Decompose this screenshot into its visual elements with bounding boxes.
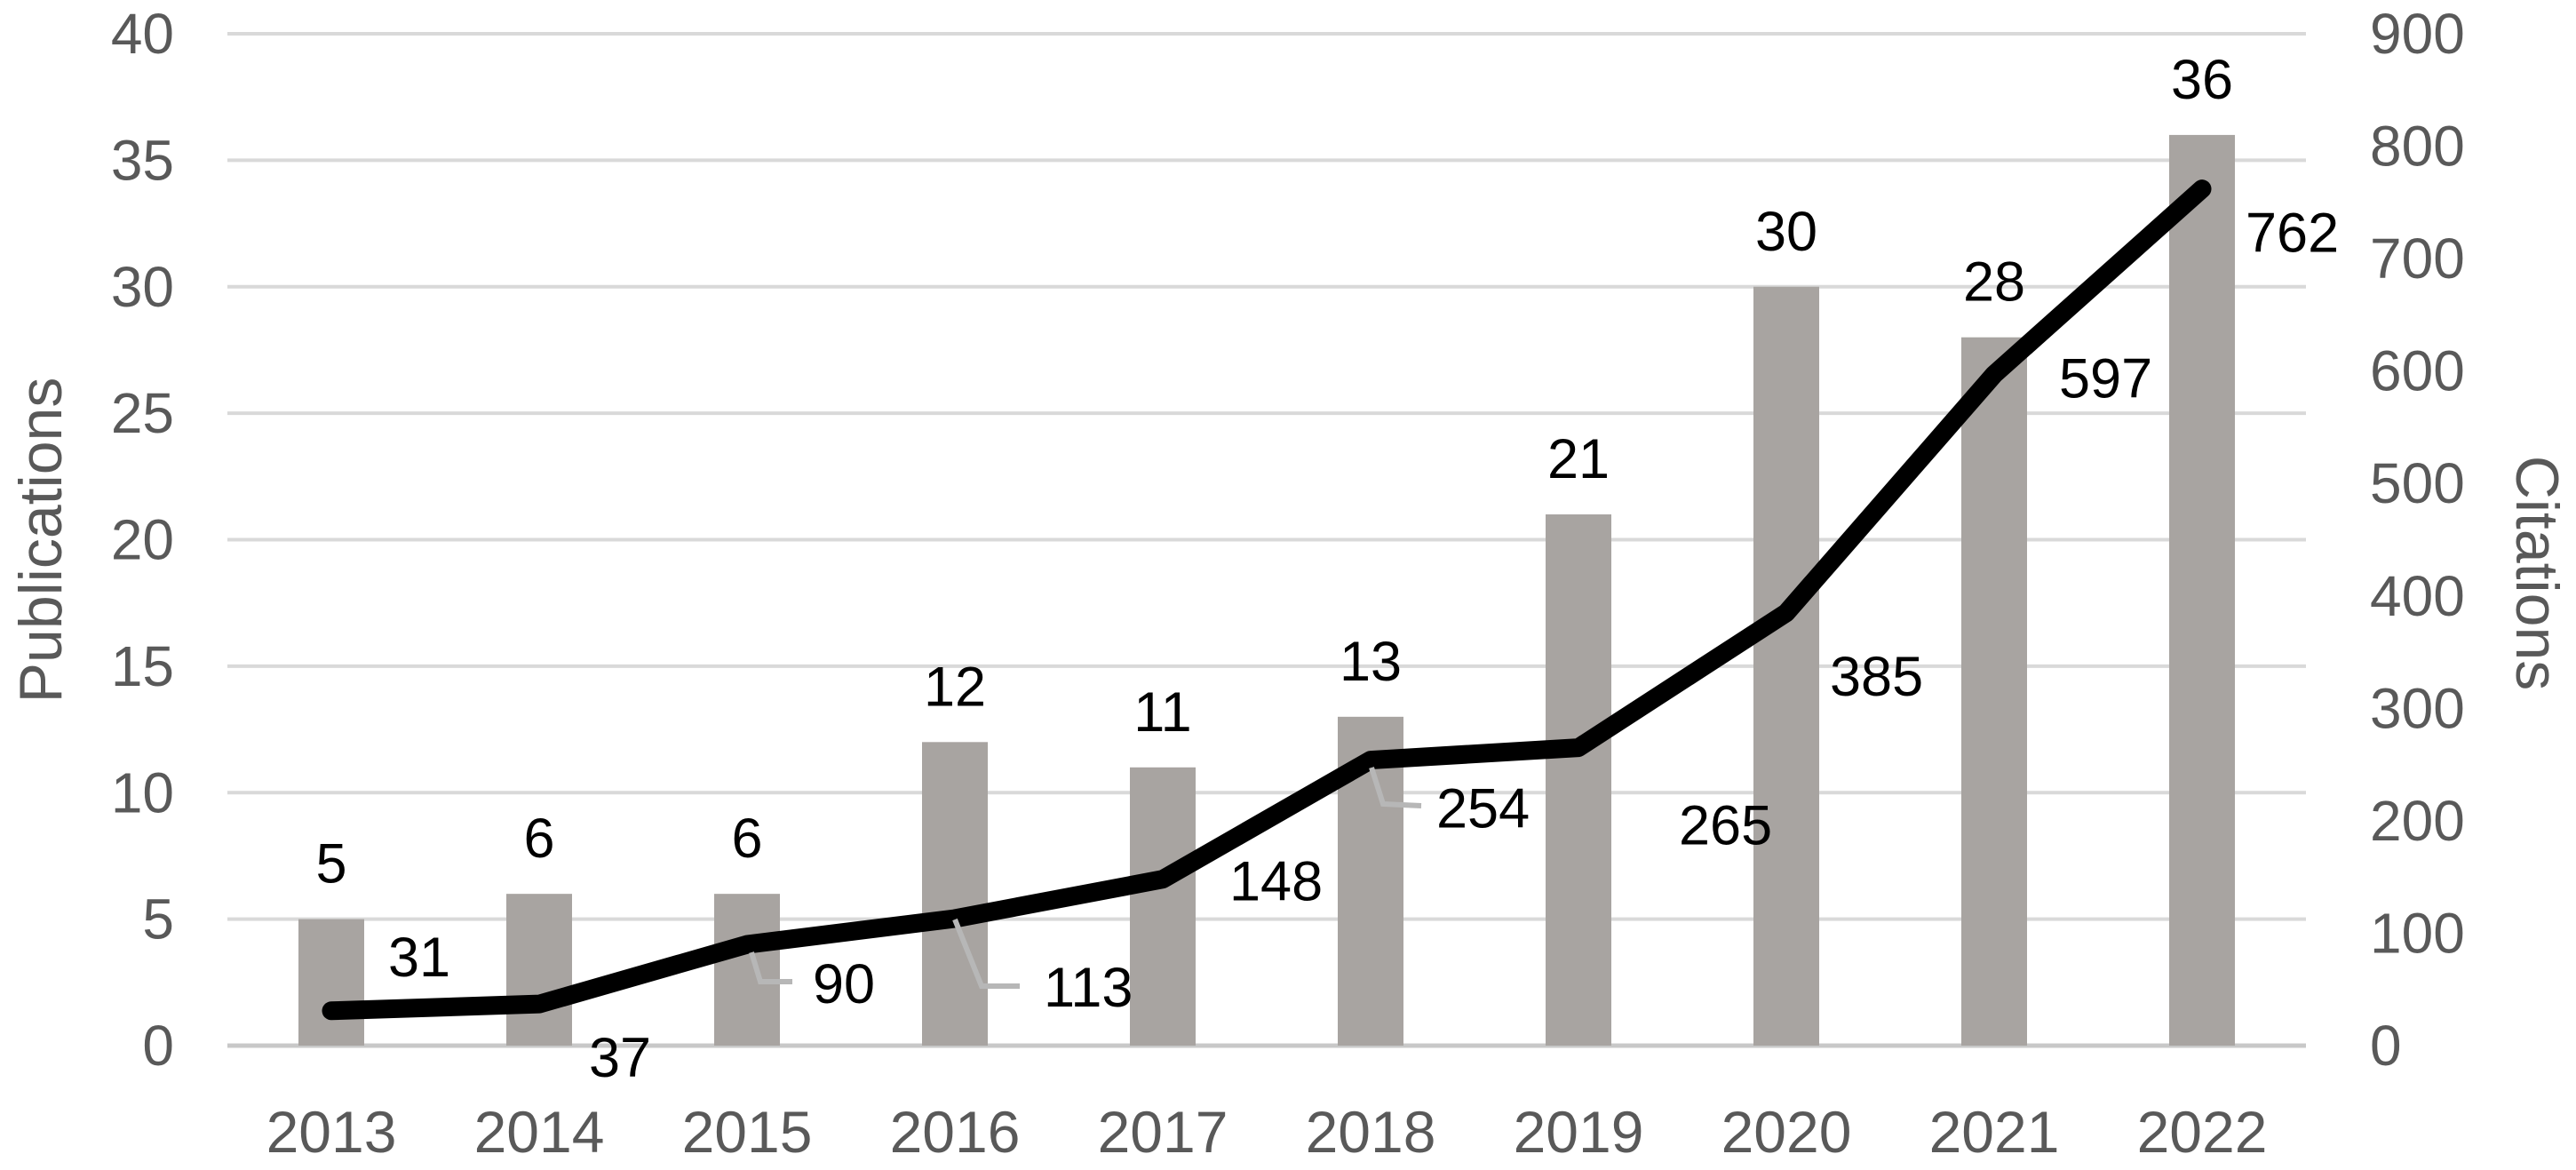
bar-data-label: 5 xyxy=(315,833,346,895)
publications-bar xyxy=(714,894,780,1046)
left-axis-title: Publications xyxy=(7,378,75,704)
line-data-label: 148 xyxy=(1229,851,1323,913)
line-data-label: 265 xyxy=(1679,795,1772,857)
right-axis-tick-label: 200 xyxy=(2370,789,2465,853)
bar-data-label: 11 xyxy=(1133,681,1191,744)
bar-data-label: 36 xyxy=(2171,49,2233,111)
bar-data-labels: 5 6 6 12 11 13 21 30 28 36 xyxy=(315,49,2233,895)
publications-bar xyxy=(1753,286,1819,1046)
left-axis-tick-label: 20 xyxy=(111,508,174,572)
bar-data-label: 6 xyxy=(523,808,554,870)
right-axis-tick-label: 400 xyxy=(2370,564,2465,628)
x-axis-label: 2019 xyxy=(1514,1099,1644,1165)
right-axis-tick-label: 0 xyxy=(2370,1014,2402,1078)
line-data-label: 385 xyxy=(1830,646,1923,708)
line-data-label: 37 xyxy=(589,1027,651,1089)
left-axis-tick-label: 30 xyxy=(111,255,174,319)
right-axis-tick-label: 100 xyxy=(2370,901,2465,965)
left-axis-tick-label: 10 xyxy=(111,760,174,824)
citations-line-path xyxy=(322,179,2212,1021)
bar-data-label: 12 xyxy=(924,656,986,718)
right-axis-ticks: 0 100 200 300 400 500 600 700 800 900 xyxy=(2370,2,2465,1078)
bar-data-label: 30 xyxy=(1755,201,1817,263)
left-axis-tick-label: 15 xyxy=(111,634,174,698)
bar-data-label: 13 xyxy=(1340,631,1402,693)
line-data-labels: 31 37 90 113 148 254 265 385 597 762 xyxy=(388,203,2339,1090)
right-axis-tick-label: 300 xyxy=(2370,676,2465,740)
bar-data-label: 6 xyxy=(731,808,762,870)
line-data-label: 113 xyxy=(1044,957,1133,1019)
x-axis-label: 2014 xyxy=(474,1099,605,1165)
publications-bar xyxy=(506,894,572,1046)
left-axis-ticks: 0 5 10 15 20 25 30 35 40 xyxy=(111,2,174,1078)
line-data-label: 597 xyxy=(2059,347,2152,410)
left-axis-tick-label: 0 xyxy=(142,1014,174,1078)
right-axis-tick-label: 800 xyxy=(2370,115,2465,179)
right-axis-tick-label: 500 xyxy=(2370,451,2465,515)
line-data-label: 762 xyxy=(2246,203,2339,265)
left-axis-tick-label: 35 xyxy=(111,128,174,192)
publications-bar xyxy=(1546,514,1611,1046)
right-axis-tick-label: 600 xyxy=(2370,339,2465,403)
x-axis-label: 2022 xyxy=(2137,1099,2268,1165)
x-axis-label: 2015 xyxy=(682,1099,813,1165)
right-axis-title: Citations xyxy=(2503,456,2571,691)
line-data-label: 31 xyxy=(388,927,450,989)
leader-line xyxy=(749,951,792,984)
publications-bar xyxy=(1961,337,2027,1046)
leader-line xyxy=(1369,767,1422,808)
publications-bar xyxy=(922,742,988,1046)
left-axis-tick-label: 25 xyxy=(111,381,174,445)
gridlines xyxy=(227,32,2306,1048)
line-data-label: 254 xyxy=(1436,778,1530,840)
citations-line xyxy=(322,179,2212,1021)
publications-bar xyxy=(2169,134,2235,1046)
label-leader-lines xyxy=(749,767,1422,989)
publications-bar xyxy=(298,919,364,1046)
publications-bar xyxy=(1130,767,1196,1046)
x-axis-label: 2021 xyxy=(1929,1099,2060,1165)
x-axis-labels: 2013 2014 2015 2016 2017 2018 2019 2020 2021 2022 xyxy=(266,1099,2268,1165)
left-axis-tick-label: 5 xyxy=(142,887,174,951)
x-axis-label: 2013 xyxy=(266,1099,397,1165)
x-axis-label: 2020 xyxy=(1721,1099,1852,1165)
bar-data-label: 21 xyxy=(1547,428,1610,490)
x-axis-label: 2016 xyxy=(890,1099,1021,1165)
right-axis-tick-label: 700 xyxy=(2370,227,2465,291)
bar-data-label: 28 xyxy=(1963,251,2025,314)
leader-line xyxy=(952,918,1020,989)
left-axis-tick-label: 40 xyxy=(111,2,174,66)
right-axis-tick-label: 900 xyxy=(2370,2,2465,66)
publications-bars xyxy=(298,134,2235,1046)
line-data-label: 90 xyxy=(813,953,875,1015)
x-axis-label: 2018 xyxy=(1306,1099,1436,1165)
x-axis-label: 2017 xyxy=(1098,1099,1228,1165)
